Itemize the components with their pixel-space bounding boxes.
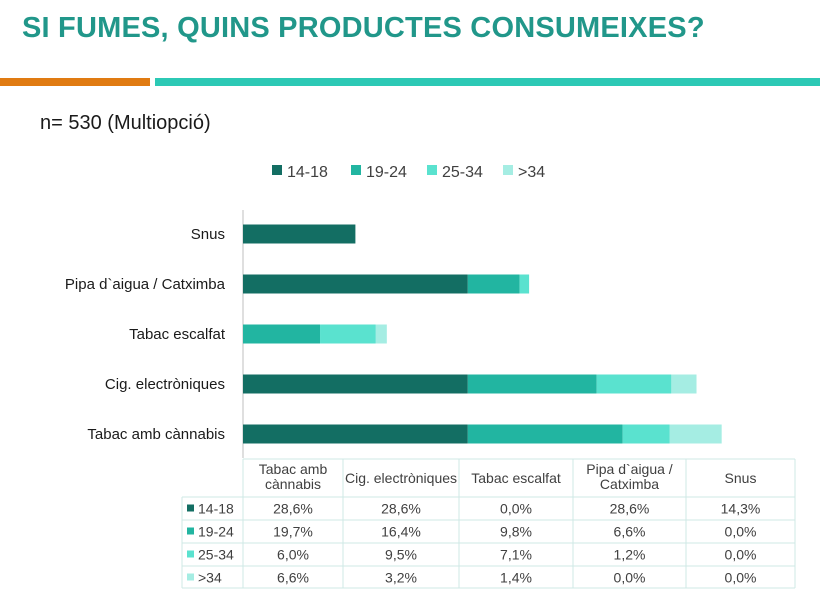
legend-swatch-19-24 [351, 165, 361, 175]
table-cell-19-24-cig-electroniques: 16,4% [381, 524, 421, 540]
table-row-swatch-34 [187, 573, 194, 581]
table-header-pipa-d-aigua-catximba-line-2: Catximba [600, 476, 659, 492]
table-header-tabac-amb-cannabis-line-1: Tabac amb [259, 461, 328, 477]
table-cell-34-tabac-escalfat: 1,4% [500, 570, 532, 586]
legend-label-25-34: 25-34 [442, 164, 483, 181]
table-cell-25-34-cig-electroniques: 9,5% [385, 547, 417, 563]
bar-pipa-d-aigua-catximba-14-18 [243, 274, 468, 294]
table-row-swatch-25-34 [187, 550, 194, 558]
table-header-snus: Snus [725, 470, 757, 486]
table-header-tabac-escalfat: Tabac escalfat [471, 470, 561, 486]
category-label-cig-electroniques: Cig. electròniques [105, 376, 225, 393]
legend-label-14-18: 14-18 [287, 164, 328, 181]
sample-size-label: n= 530 (Multiopció) [40, 112, 211, 134]
table-cell-25-34-pipa-d-aigua-catximba: 1,2% [614, 547, 646, 563]
category-label-tabac-amb-cannabis: Tabac amb cànnabis [87, 426, 225, 443]
bar-tabac-amb-cannabis-19-24 [467, 424, 623, 444]
table-cell-14-18-tabac-amb-cannabis: 28,6% [273, 501, 313, 517]
category-label-tabac-escalfat: Tabac escalfat [129, 326, 226, 343]
table-cell-34-tabac-amb-cannabis: 6,6% [277, 570, 309, 586]
table-row-swatch-14-18 [187, 504, 194, 512]
table-row-label-25-34: 25-34 [198, 547, 234, 563]
legend-swatch-34 [503, 165, 513, 175]
bar-tabac-escalfat-19-24 [243, 324, 321, 344]
table-row-label-19-24: 19-24 [198, 524, 234, 540]
table-cell-34-pipa-d-aigua-catximba: 0,0% [614, 570, 646, 586]
table-header-tabac-amb-cannabis-line-2: cànnabis [265, 476, 321, 492]
legend-swatch-14-18 [272, 165, 282, 175]
bar-tabac-escalfat-34 [375, 324, 387, 344]
table-cell-19-24-snus: 0,0% [725, 524, 757, 540]
bar-cig-electroniques-19-24 [467, 374, 597, 394]
table-cell-14-18-tabac-escalfat: 0,0% [500, 501, 532, 517]
table-cell-14-18-snus: 14,3% [721, 501, 761, 517]
legend-swatch-25-34 [427, 165, 437, 175]
bar-tabac-escalfat-25-34 [320, 324, 376, 344]
table-header-cig-electroniques: Cig. electròniques [345, 470, 457, 486]
legend-label-19-24: 19-24 [366, 164, 407, 181]
bar-tabac-amb-cannabis-34 [669, 424, 722, 444]
bar-tabac-amb-cannabis-14-18 [243, 424, 468, 444]
bar-cig-electroniques-25-34 [596, 374, 672, 394]
bar-pipa-d-aigua-catximba-19-24 [467, 274, 520, 294]
table-cell-14-18-pipa-d-aigua-catximba: 28,6% [610, 501, 650, 517]
bar-snus-14-18 [243, 224, 356, 244]
page-title: SI FUMES, QUINS PRODUCTES CONSUMEIXES? [22, 12, 705, 44]
bar-pipa-d-aigua-catximba-25-34 [519, 274, 530, 294]
table-cell-14-18-cig-electroniques: 28,6% [381, 501, 421, 517]
bar-cig-electroniques-14-18 [243, 374, 468, 394]
accent-bar-orange [0, 78, 150, 86]
bar-cig-electroniques-34 [671, 374, 697, 394]
table-cell-19-24-pipa-d-aigua-catximba: 6,6% [614, 524, 646, 540]
legend-label-34: >34 [518, 164, 545, 181]
table-row-label-14-18: 14-18 [198, 501, 234, 517]
table-cell-19-24-tabac-escalfat: 9,8% [500, 524, 532, 540]
table-row-label-34: >34 [198, 570, 222, 586]
table-cell-34-snus: 0,0% [725, 570, 757, 586]
table-cell-25-34-tabac-escalfat: 7,1% [500, 547, 532, 563]
accent-bar-teal [155, 78, 820, 86]
table-cell-34-cig-electroniques: 3,2% [385, 570, 417, 586]
table-cell-25-34-snus: 0,0% [725, 547, 757, 563]
table-cell-25-34-tabac-amb-cannabis: 6,0% [277, 547, 309, 563]
category-label-snus: Snus [191, 226, 225, 243]
category-label-pipa-d-aigua-catximba: Pipa d`aigua / Catximba [65, 276, 226, 293]
table-cell-19-24-tabac-amb-cannabis: 19,7% [273, 524, 313, 540]
bar-tabac-amb-cannabis-25-34 [622, 424, 670, 444]
table-header-pipa-d-aigua-catximba-line-1: Pipa d`aigua / [586, 461, 673, 477]
table-row-swatch-19-24 [187, 527, 194, 535]
